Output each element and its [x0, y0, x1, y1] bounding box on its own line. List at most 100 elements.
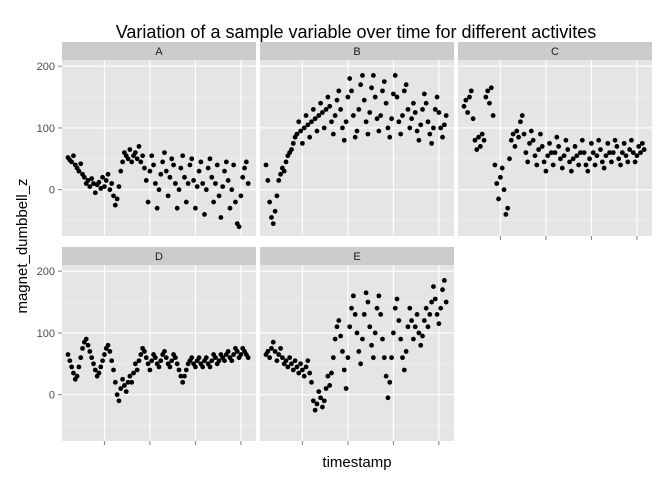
data-point — [623, 153, 629, 159]
data-point — [407, 305, 413, 311]
data-point — [120, 159, 125, 165]
data-point — [498, 174, 503, 180]
data-point — [440, 134, 445, 140]
data-point — [576, 162, 582, 168]
data-point — [120, 376, 125, 382]
data-point — [570, 156, 576, 162]
data-point — [432, 107, 438, 112]
data-point — [587, 156, 592, 162]
data-point — [265, 349, 271, 354]
data-point — [265, 178, 271, 183]
data-point — [176, 367, 182, 373]
data-point — [341, 367, 347, 373]
data-point — [349, 88, 354, 94]
data-point — [269, 345, 274, 351]
data-point — [172, 181, 178, 186]
data-point — [187, 162, 193, 168]
data-point — [414, 128, 420, 134]
data-point — [296, 370, 302, 376]
data-point — [145, 199, 151, 205]
data-point — [385, 395, 391, 401]
data-point — [294, 364, 300, 370]
data-point — [189, 156, 195, 162]
data-point — [548, 150, 554, 156]
data-point — [132, 361, 138, 367]
data-point — [136, 358, 142, 364]
data-point — [307, 134, 313, 140]
data-point — [193, 364, 198, 370]
data-point — [225, 178, 231, 183]
data-point — [102, 352, 107, 357]
data-point — [479, 131, 485, 137]
data-point — [138, 352, 144, 357]
data-point — [561, 153, 567, 159]
data-point — [107, 349, 113, 354]
data-point — [123, 389, 129, 394]
data-point — [143, 355, 149, 361]
data-point — [100, 358, 105, 364]
data-point — [305, 122, 311, 128]
data-point — [567, 159, 572, 165]
data-point — [127, 373, 133, 379]
data-point — [202, 211, 207, 217]
data-point — [233, 199, 238, 205]
data-point — [102, 184, 107, 189]
data-point — [334, 324, 340, 330]
data-point — [378, 312, 384, 317]
data-point — [431, 284, 436, 290]
data-point — [416, 137, 422, 143]
data-point — [358, 82, 364, 88]
panel-background — [260, 60, 454, 236]
data-point — [163, 168, 169, 174]
data-point — [639, 140, 645, 146]
data-point — [420, 107, 425, 112]
facet-label: D — [155, 251, 163, 263]
data-point — [389, 355, 394, 361]
data-point — [347, 76, 353, 81]
data-point — [222, 168, 227, 174]
data-point — [347, 324, 353, 330]
facet-label: B — [353, 46, 360, 58]
data-point — [330, 355, 336, 361]
data-point — [114, 196, 120, 202]
data-point — [483, 94, 489, 100]
data-point — [270, 339, 276, 345]
data-point — [391, 330, 396, 336]
data-point — [80, 345, 85, 351]
data-point — [105, 342, 111, 348]
data-point — [276, 352, 282, 357]
data-point — [440, 287, 445, 293]
data-point — [176, 187, 182, 193]
data-point — [327, 383, 333, 388]
data-point — [429, 299, 435, 305]
data-point — [341, 137, 347, 143]
facet-label: C — [551, 46, 559, 58]
data-point — [336, 318, 342, 323]
data-point — [329, 370, 334, 376]
data-point — [323, 107, 329, 112]
data-point — [574, 153, 580, 159]
data-point — [565, 147, 571, 152]
data-point — [213, 355, 218, 361]
data-point — [185, 181, 191, 186]
data-point — [92, 190, 98, 196]
data-point — [87, 184, 93, 189]
data-point — [547, 140, 552, 146]
data-point — [534, 162, 540, 168]
data-point — [134, 156, 140, 162]
data-point — [289, 147, 294, 152]
data-point — [499, 165, 505, 171]
data-point — [474, 147, 480, 152]
data-point — [438, 305, 444, 311]
data-point — [309, 119, 314, 125]
data-point — [361, 97, 367, 103]
data-point — [294, 131, 300, 137]
data-point — [543, 168, 549, 174]
data-point — [425, 119, 431, 125]
data-point — [309, 379, 314, 385]
data-point — [200, 364, 206, 370]
data-point — [109, 358, 115, 364]
facet-A: A 0 100 200 — [37, 42, 256, 236]
data-point — [279, 355, 285, 361]
data-point — [518, 119, 523, 125]
